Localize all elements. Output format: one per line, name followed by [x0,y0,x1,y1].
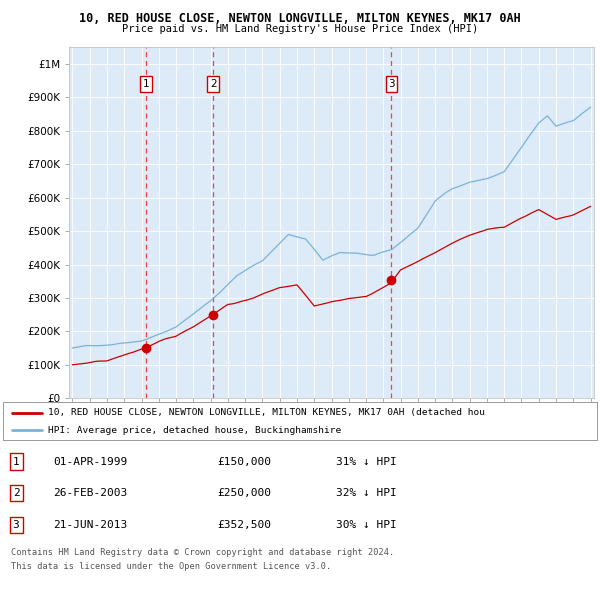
Text: Price paid vs. HM Land Registry's House Price Index (HPI): Price paid vs. HM Land Registry's House … [122,24,478,34]
Text: This data is licensed under the Open Government Licence v3.0.: This data is licensed under the Open Gov… [11,562,331,571]
Text: 30% ↓ HPI: 30% ↓ HPI [335,520,397,530]
Text: Contains HM Land Registry data © Crown copyright and database right 2024.: Contains HM Land Registry data © Crown c… [11,548,394,556]
Text: 32% ↓ HPI: 32% ↓ HPI [335,489,397,498]
Text: 01-APR-1999: 01-APR-1999 [53,457,128,467]
Text: 31% ↓ HPI: 31% ↓ HPI [335,457,397,467]
Text: 10, RED HOUSE CLOSE, NEWTON LONGVILLE, MILTON KEYNES, MK17 0AH (detached hou: 10, RED HOUSE CLOSE, NEWTON LONGVILLE, M… [47,408,485,417]
Text: 21-JUN-2013: 21-JUN-2013 [53,520,128,530]
Text: 26-FEB-2003: 26-FEB-2003 [53,489,128,498]
Text: HPI: Average price, detached house, Buckinghamshire: HPI: Average price, detached house, Buck… [47,426,341,435]
Text: 3: 3 [13,520,19,530]
Text: £352,500: £352,500 [217,520,271,530]
Text: 1: 1 [13,457,19,467]
Text: 2: 2 [210,79,217,89]
Text: 10, RED HOUSE CLOSE, NEWTON LONGVILLE, MILTON KEYNES, MK17 0AH: 10, RED HOUSE CLOSE, NEWTON LONGVILLE, M… [79,12,521,25]
Text: £250,000: £250,000 [217,489,271,498]
Text: 2: 2 [13,489,19,498]
Text: 3: 3 [388,79,395,89]
Text: 1: 1 [143,79,149,89]
Text: £150,000: £150,000 [217,457,271,467]
